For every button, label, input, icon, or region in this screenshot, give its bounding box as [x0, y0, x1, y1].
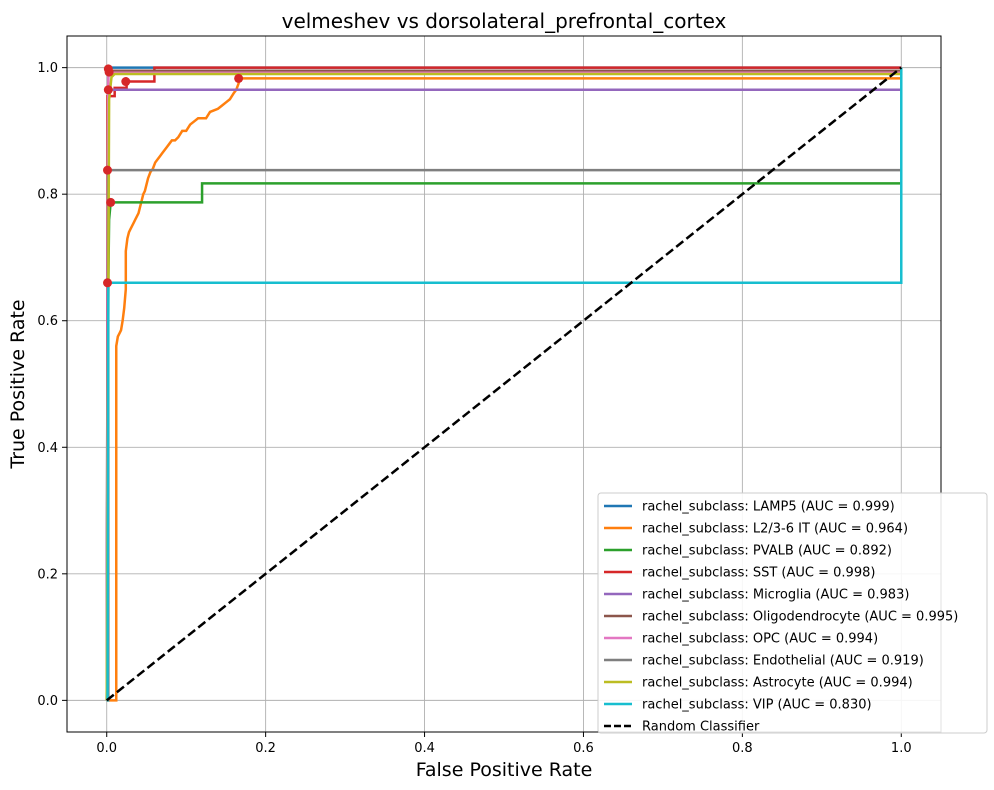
legend-box — [597, 492, 988, 734]
legend: rachel_subclass: LAMP5 (AUC = 0.999) rach… — [597, 492, 988, 735]
y-tick-label: 1.0 — [37, 61, 58, 76]
legend-label: rachel_subclass: Microglia (AUC = 0.983) — [642, 588, 909, 603]
y-axis-label: True Positive Rate — [7, 299, 29, 469]
threshold-point — [103, 85, 113, 95]
y-tick-label: 0.2 — [37, 567, 58, 582]
threshold-point — [121, 77, 131, 87]
grid-lines — [67, 36, 941, 732]
series-line-1 — [106, 77, 902, 702]
legend-label: rachel_subclass: OPC (AUC = 0.994) — [642, 632, 878, 647]
threshold-point — [234, 73, 244, 83]
x-tick-label: 1.0 — [891, 741, 912, 756]
legend-label: rachel_subclass: Oligodendrocyte (AUC = … — [642, 610, 958, 625]
legend-label: rachel_subclass: LAMP5 (AUC = 0.999) — [642, 500, 895, 515]
y-tick-label: 0.4 — [37, 441, 58, 456]
x-axis-label: False Positive Rate — [416, 759, 593, 781]
legend-label: Random Classifier — [642, 720, 760, 735]
x-tick-label: 0.0 — [96, 741, 117, 756]
threshold-points — [103, 64, 244, 288]
threshold-point — [103, 278, 113, 288]
threshold-point — [106, 197, 116, 207]
x-tick-label: 0.6 — [573, 741, 594, 756]
legend-label: rachel_subclass: PVALB (AUC = 0.892) — [642, 544, 892, 559]
y-tick-label: 0.0 — [37, 694, 58, 709]
legend-label: rachel_subclass: L2/3-6 IT (AUC = 0.964) — [642, 522, 908, 537]
threshold-point — [104, 67, 114, 77]
threshold-point — [103, 165, 113, 175]
legend-label: rachel_subclass: Astrocyte (AUC = 0.994) — [642, 676, 913, 691]
chart-title: velmeshev vs dorsolateral_prefrontal_cor… — [282, 9, 727, 33]
legend-label: rachel_subclass: Endothelial (AUC = 0.91… — [642, 654, 924, 669]
legend-label: rachel_subclass: SST (AUC = 0.998) — [642, 566, 875, 581]
legend-label: rachel_subclass: VIP (AUC = 0.830) — [642, 698, 872, 713]
x-tick-label: 0.2 — [255, 741, 276, 756]
y-tick-label: 0.6 — [37, 314, 58, 329]
x-tick-label: 0.8 — [732, 741, 753, 756]
x-tick-label: 0.4 — [414, 741, 435, 756]
plot-frame — [66, 35, 942, 733]
series-line-10 — [105, 66, 903, 702]
y-tick-label: 0.8 — [37, 188, 58, 203]
axis-ticks: 0.0 0.2 0.4 0.6 0.8 1.0 0.0 0.2 0.4 0.6 0.8 1.0 — [37, 61, 911, 756]
